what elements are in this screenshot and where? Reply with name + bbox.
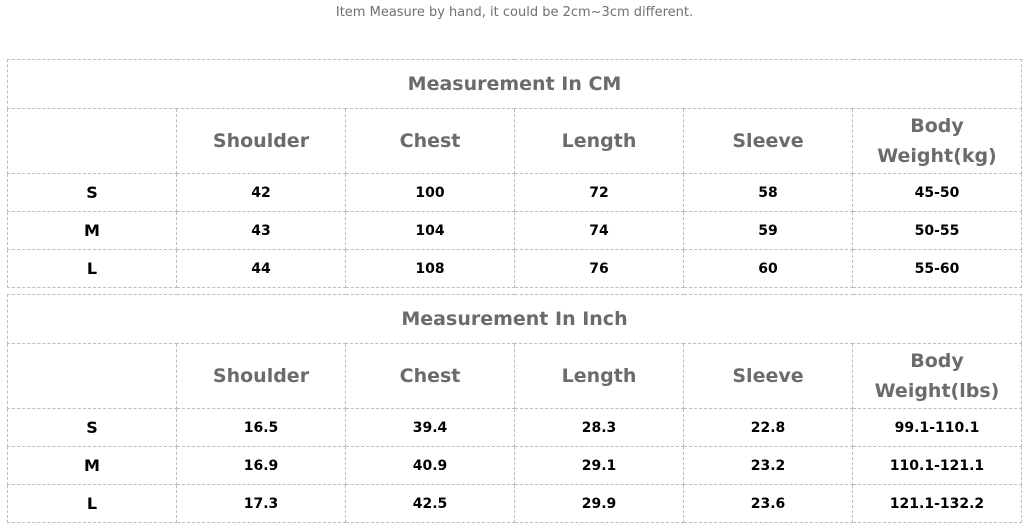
table-cell: 17.3	[176, 484, 346, 523]
table-cell: 100	[345, 173, 515, 212]
column-header: Body Weight(lbs)	[852, 343, 1022, 409]
column-header: Shoulder	[176, 108, 346, 174]
table-cell: 60	[683, 249, 853, 288]
table-cell: 42.5	[345, 484, 515, 523]
column-header	[7, 108, 177, 174]
table-cell: 55-60	[852, 249, 1022, 288]
table-cell: 29.1	[514, 446, 684, 485]
table-cell: 108	[345, 249, 515, 288]
table-cell: 39.4	[345, 408, 515, 447]
table-row: S 16.5 39.4 28.3 22.8 99.1-110.1	[7, 408, 1022, 447]
table-cell: 28.3	[514, 408, 684, 447]
table-cell: 72	[514, 173, 684, 212]
table-title: Measurement In Inch	[7, 294, 1022, 344]
table-cell: 23.6	[683, 484, 853, 523]
column-header: Shoulder	[176, 343, 346, 409]
table-cell: 45-50	[852, 173, 1022, 212]
size-label: M	[7, 211, 177, 250]
table-row: S 42 100 72 58 45-50	[7, 173, 1022, 212]
table-row: M 43 104 74 59 50-55	[7, 211, 1022, 250]
size-table-cm: Measurement In CM Shoulder Chest Length Slee…	[7, 59, 1022, 288]
table-cell: 50-55	[852, 211, 1022, 250]
column-header: Sleeve	[683, 343, 853, 409]
table-title: Measurement In CM	[7, 59, 1022, 109]
table-cell: 58	[683, 173, 853, 212]
table-cell: 42	[176, 173, 346, 212]
header-row: Shoulder Chest Length Sleeve Body Weight(lbs)	[7, 343, 1022, 409]
table-cell: 110.1-121.1	[852, 446, 1022, 485]
table-cell: 76	[514, 249, 684, 288]
size-label: L	[7, 484, 177, 523]
column-header: Length	[514, 343, 684, 409]
table-row: L 17.3 42.5 29.9 23.6 121.1-132.2	[7, 484, 1022, 523]
table-cell: 44	[176, 249, 346, 288]
table-cell: 74	[514, 211, 684, 250]
size-label: S	[7, 408, 177, 447]
table-cell: 59	[683, 211, 853, 250]
table-cell: 23.2	[683, 446, 853, 485]
size-label: S	[7, 173, 177, 212]
table-cell: 99.1-110.1	[852, 408, 1022, 447]
column-header: Length	[514, 108, 684, 174]
table-row: M 16.9 40.9 29.1 23.2 110.1-121.1	[7, 446, 1022, 485]
table-cell: 16.5	[176, 408, 346, 447]
table-cell: 121.1-132.2	[852, 484, 1022, 523]
column-header: Sleeve	[683, 108, 853, 174]
table-cell: 104	[345, 211, 515, 250]
table-cell: 29.9	[514, 484, 684, 523]
size-label: M	[7, 446, 177, 485]
column-header	[7, 343, 177, 409]
table-cell: 40.9	[345, 446, 515, 485]
table-row: L 44 108 76 60 55-60	[7, 249, 1022, 288]
size-table-inch: Measurement In Inch Shoulder Chest Length Sl…	[7, 294, 1022, 523]
column-header: Chest	[345, 108, 515, 174]
measurement-note: Item Measure by hand, it could be 2cm~3c…	[335, 5, 694, 20]
table-cell: 43	[176, 211, 346, 250]
column-header: Chest	[345, 343, 515, 409]
table-cell: 22.8	[683, 408, 853, 447]
column-header: Body Weight(kg)	[852, 108, 1022, 174]
size-label: L	[7, 249, 177, 288]
table-cell: 16.9	[176, 446, 346, 485]
header-row: Shoulder Chest Length Sleeve Body Weight(kg)	[7, 108, 1022, 174]
